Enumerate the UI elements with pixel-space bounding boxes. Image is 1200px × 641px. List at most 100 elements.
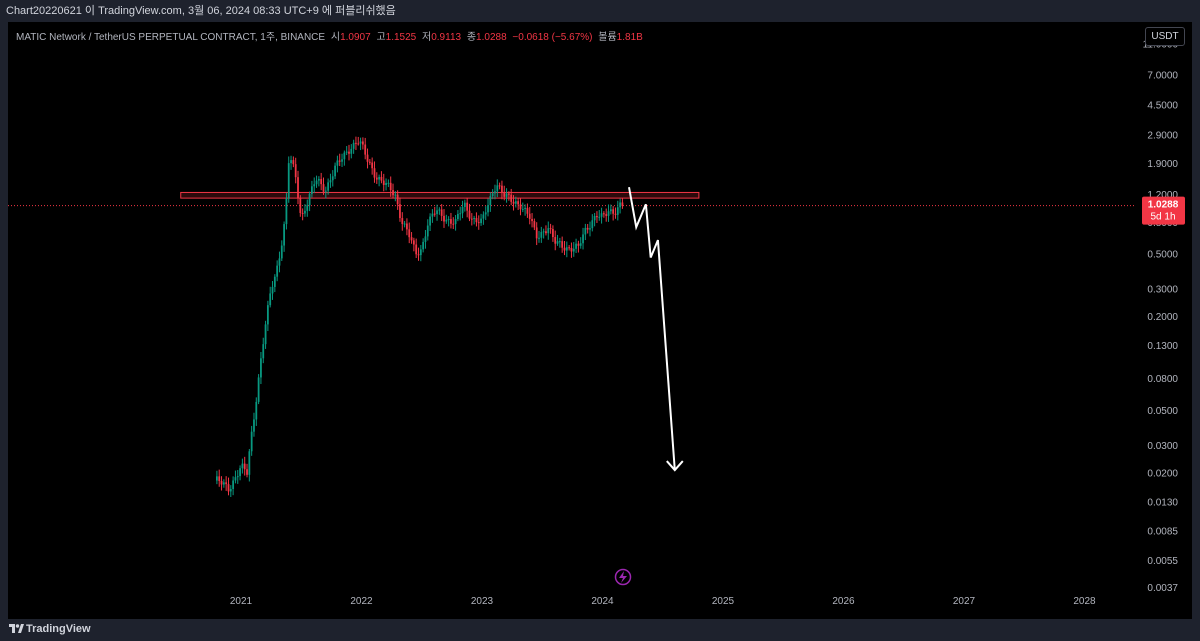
candle-body [236, 476, 239, 478]
candle-body [232, 480, 235, 489]
price-badge-bg [1142, 196, 1185, 225]
candle-body [491, 193, 494, 197]
candle-body [371, 162, 374, 169]
candle-body [280, 245, 283, 259]
candle-body [582, 234, 584, 244]
candle-body [389, 182, 392, 191]
candle-body [239, 468, 241, 477]
candle-body [260, 358, 262, 378]
candle-body [287, 163, 290, 199]
candle-body [338, 160, 341, 162]
candle-body [457, 213, 459, 220]
candle-body [243, 463, 246, 470]
candle-body [498, 185, 501, 187]
candle-body [436, 210, 438, 215]
candle-body [487, 205, 489, 213]
symbol-name[interactable]: MATIC Network / TetherUS PERPETUAL CONTR… [16, 32, 326, 43]
candle-body [433, 213, 436, 215]
change-value: −0.0618 (−5.67%) [512, 32, 593, 43]
footer-bar: TradingView [0, 619, 1200, 641]
candle-body [426, 225, 429, 237]
candle-body [461, 206, 464, 214]
candle-body [246, 469, 248, 475]
candle-body [269, 293, 272, 306]
candle-body [410, 237, 413, 241]
candle-body [607, 211, 610, 216]
candle-body [229, 488, 232, 492]
y-tick-label: 7.0000 [1147, 70, 1178, 81]
candle-body [586, 227, 589, 230]
candle-body [514, 201, 517, 204]
candle-body [357, 143, 360, 145]
candle-body [355, 142, 357, 144]
candle-body [605, 214, 608, 216]
candle-body [507, 193, 510, 195]
candle-body [255, 401, 258, 420]
candle-body [285, 198, 288, 225]
close-value: 1.0288 [476, 32, 507, 43]
candle-body [554, 237, 557, 244]
candle-body [494, 191, 496, 194]
currency-button[interactable]: USDT [1145, 27, 1185, 46]
candle-body [387, 182, 390, 184]
x-tick-label: 2021 [230, 596, 253, 607]
candle-body [331, 176, 334, 181]
candle-body [517, 201, 520, 205]
candle-body [596, 215, 598, 218]
candle-body [297, 177, 299, 199]
candle-body [359, 141, 362, 144]
lightning-icon[interactable] [614, 568, 632, 586]
candle-body [570, 247, 573, 252]
projection-arrow[interactable] [628, 187, 676, 471]
candle-body [593, 215, 596, 221]
symbol-legend: MATIC Network / TetherUS PERPETUAL CONTR… [16, 28, 643, 43]
candle-body [482, 214, 485, 219]
candle-body [218, 476, 221, 481]
candle-body [382, 180, 385, 186]
candle-body [301, 212, 304, 214]
candle-body [429, 216, 431, 226]
candle-body [412, 240, 415, 245]
candle-body [619, 202, 622, 208]
candle-body [257, 377, 260, 402]
candle-body [443, 215, 445, 222]
candle-body [408, 229, 411, 238]
candle-body [612, 209, 615, 214]
candle-body [552, 228, 554, 238]
candle-body [602, 213, 605, 215]
candle-body [304, 210, 306, 214]
candle-body [589, 228, 591, 230]
volume-label: 볼륨 [598, 32, 617, 43]
y-tick-label: 0.0055 [1147, 556, 1178, 567]
y-tick-label: 4.5000 [1147, 100, 1178, 111]
chart-area[interactable]: 11.00007.00004.50002.90001.90001.20000.8… [8, 22, 1192, 619]
price-chart[interactable]: 11.00007.00004.50002.90001.90001.20000.8… [8, 22, 1192, 619]
candle-body [306, 205, 309, 211]
y-tick-label: 0.0500 [1147, 406, 1178, 417]
candle-body [345, 151, 348, 153]
open-value: 1.0907 [340, 32, 371, 43]
candle-body [512, 201, 515, 204]
candle-body [598, 216, 601, 218]
resistance-zone[interactable] [180, 191, 700, 199]
x-tick-label: 2023 [471, 596, 494, 607]
candle-body [519, 204, 522, 210]
candle-body [431, 213, 434, 217]
candle-body [348, 151, 350, 154]
candle-body [290, 160, 292, 164]
candle-body [227, 484, 230, 492]
candle-body [480, 218, 482, 224]
low-label: 저 [422, 32, 432, 43]
candle-body [545, 231, 547, 234]
close-label: 종 [466, 32, 477, 43]
x-tick-label: 2028 [1073, 596, 1096, 607]
candle-body [317, 179, 320, 181]
x-tick-label: 2024 [591, 596, 614, 607]
candle-body [406, 223, 408, 230]
candle-body [556, 241, 559, 244]
candle-body [278, 258, 281, 266]
candle-body [577, 243, 580, 246]
candle-body [294, 164, 297, 178]
candle-body [584, 227, 587, 235]
